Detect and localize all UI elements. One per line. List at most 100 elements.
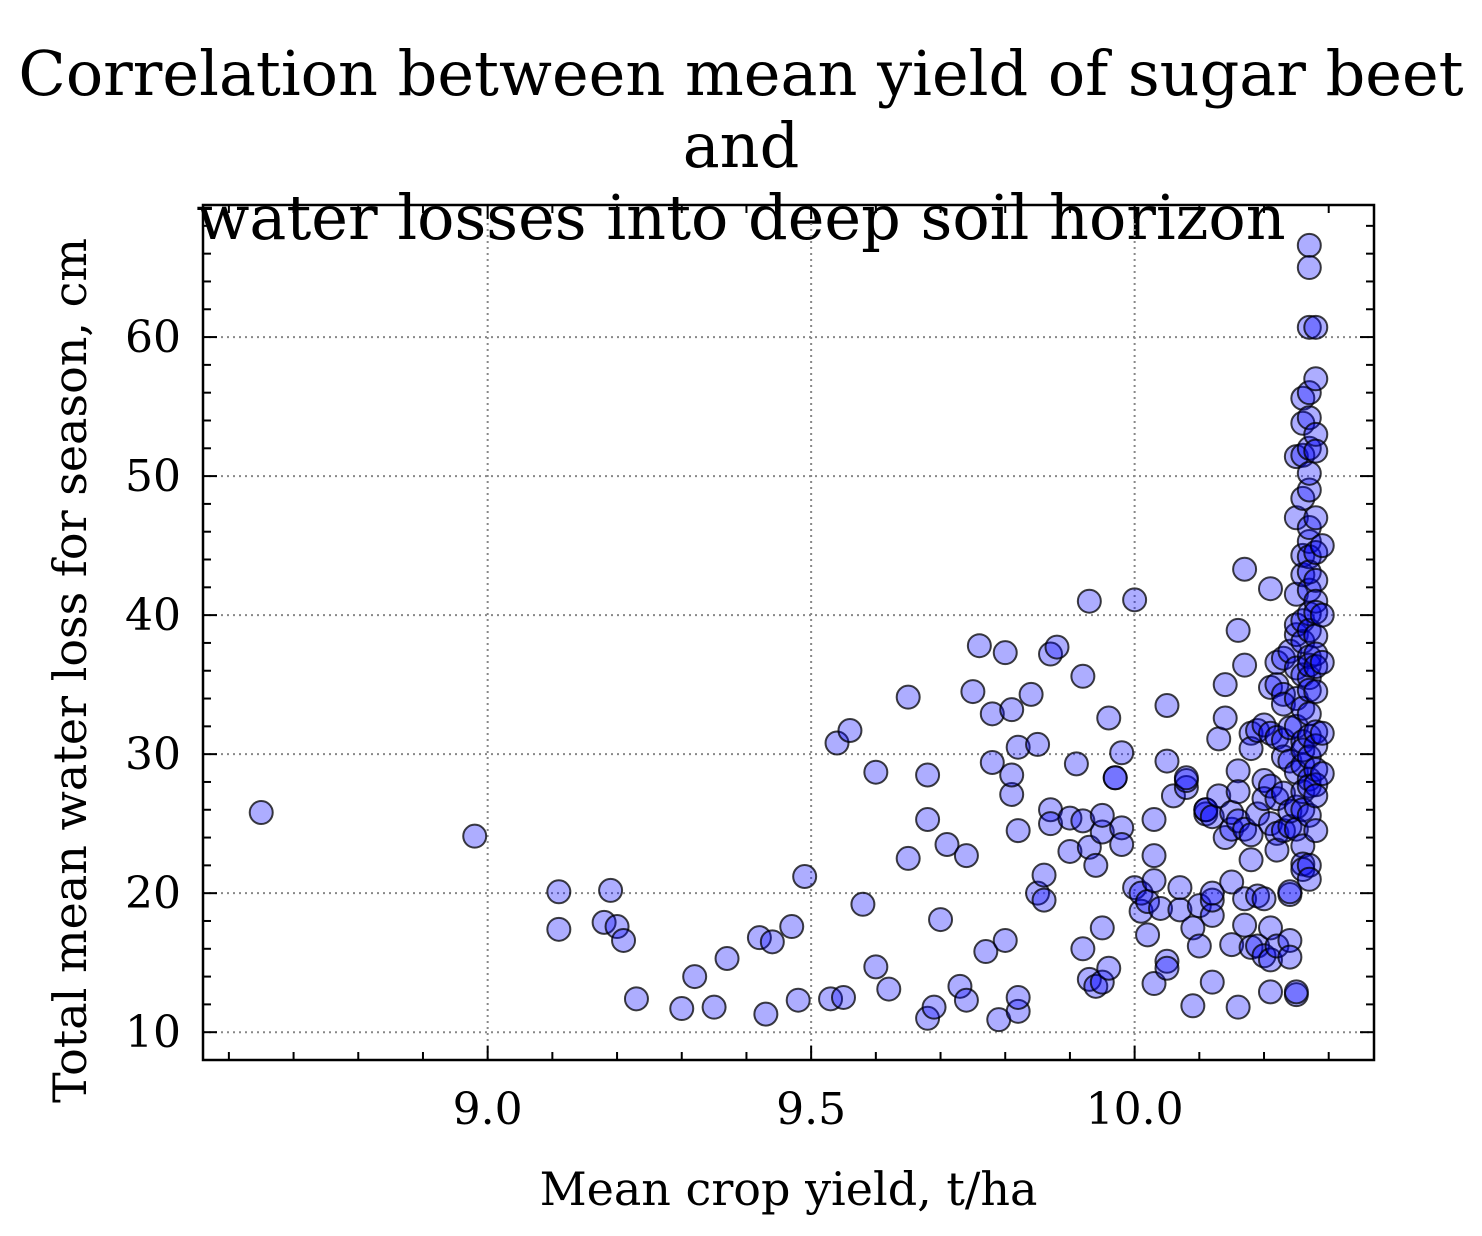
- data-point: [1096, 955, 1122, 981]
- data-point: [1109, 740, 1135, 766]
- x-tick-label: 9.0: [453, 1084, 523, 1135]
- data-point: [462, 823, 488, 849]
- data-point: [1296, 460, 1322, 486]
- data-point: [1283, 505, 1309, 531]
- y-axis-title: Total mean water loss for season, cm: [43, 238, 97, 1103]
- data-point: [837, 718, 863, 744]
- x-tick-label: 9.5: [776, 1084, 846, 1135]
- data-point: [1303, 818, 1329, 844]
- data-point: [1225, 617, 1251, 643]
- data-point: [598, 877, 624, 903]
- data-point: [1141, 843, 1167, 869]
- data-point: [1296, 852, 1322, 878]
- data-point: [1225, 758, 1251, 784]
- data-point: [1089, 969, 1115, 995]
- data-point: [1089, 802, 1115, 828]
- data-point: [1018, 681, 1044, 707]
- data-point: [1005, 818, 1031, 844]
- data-point: [759, 929, 785, 955]
- data-point: [1225, 994, 1251, 1020]
- data-point: [1199, 887, 1225, 913]
- data-point: [1180, 993, 1206, 1019]
- data-point: [979, 701, 1005, 727]
- data-point: [915, 762, 941, 788]
- data-point: [1173, 775, 1199, 801]
- data-point: [999, 781, 1025, 807]
- y-tick-label: 60: [125, 312, 181, 363]
- data-point: [1257, 773, 1283, 799]
- data-point: [1257, 979, 1283, 1005]
- data-point: [1089, 915, 1115, 941]
- data-point: [973, 939, 999, 965]
- data-point: [1141, 806, 1167, 832]
- data-point: [863, 759, 889, 785]
- data-point: [992, 640, 1018, 666]
- data-point: [1005, 998, 1031, 1024]
- data-point: [1309, 720, 1335, 746]
- data-point: [1070, 936, 1096, 962]
- data-point: [604, 914, 630, 940]
- axis-ticks: [203, 205, 1374, 1061]
- data-point: [1270, 691, 1296, 717]
- x-axis-title: Mean crop yield, t/ha: [540, 1162, 1038, 1216]
- data-point: [1296, 802, 1322, 828]
- data-point: [1232, 912, 1258, 938]
- data-point: [714, 946, 740, 972]
- data-point: [1083, 852, 1109, 878]
- data-point: [895, 684, 921, 710]
- data-point: [1076, 588, 1102, 614]
- data-point: [1303, 366, 1329, 392]
- data-point: [1154, 692, 1180, 718]
- data-point: [1212, 672, 1238, 698]
- data-point: [611, 927, 637, 953]
- grid-lines: [203, 205, 1374, 1060]
- data-point: [753, 1001, 779, 1027]
- data-point: [921, 994, 947, 1020]
- data-point: [1005, 734, 1031, 760]
- data-point: [1096, 705, 1122, 731]
- data-point: [1167, 875, 1193, 901]
- y-tick-label: 10: [125, 1007, 181, 1058]
- data-point: [1219, 932, 1245, 958]
- data-point: [1148, 895, 1174, 921]
- data-point: [966, 633, 992, 659]
- data-point: [1303, 567, 1329, 593]
- data-point: [999, 762, 1025, 788]
- data-point: [947, 973, 973, 999]
- data-point: [1296, 255, 1322, 281]
- data-point: [1232, 556, 1258, 582]
- y-tick-label: 30: [125, 729, 181, 780]
- data-point: [1296, 866, 1322, 892]
- data-point: [1057, 838, 1083, 864]
- data-point: [1005, 984, 1031, 1010]
- data-point: [1303, 783, 1329, 809]
- data-point: [863, 954, 889, 980]
- data-point: [1245, 801, 1271, 827]
- data-point: [1167, 897, 1193, 923]
- data-point: [546, 879, 572, 905]
- data-point: [1296, 232, 1322, 258]
- data-point: [830, 984, 856, 1010]
- data-point: [1154, 955, 1180, 981]
- data-point: [1186, 893, 1212, 919]
- data-point: [1025, 731, 1051, 757]
- data-point: [818, 986, 844, 1012]
- tick-labels: 9.0 9.5 10.0 10 20 30 40 50 60: [125, 312, 1184, 1135]
- data-point: [850, 891, 876, 917]
- y-tick-label: 50: [125, 451, 181, 502]
- data-point: [1283, 979, 1309, 1005]
- data-point: [979, 749, 1005, 775]
- data-point: [1173, 765, 1199, 791]
- data-point: [1219, 869, 1245, 895]
- data-point: [1038, 811, 1064, 837]
- data-point: [1199, 880, 1225, 906]
- data-point: [895, 845, 921, 871]
- data-point: [1257, 576, 1283, 602]
- data-point: [792, 863, 818, 889]
- data-point: [1063, 751, 1089, 777]
- data-point: [1186, 933, 1212, 959]
- data-point: [928, 907, 954, 933]
- data-point: [1257, 947, 1283, 973]
- data-point: [1232, 652, 1258, 678]
